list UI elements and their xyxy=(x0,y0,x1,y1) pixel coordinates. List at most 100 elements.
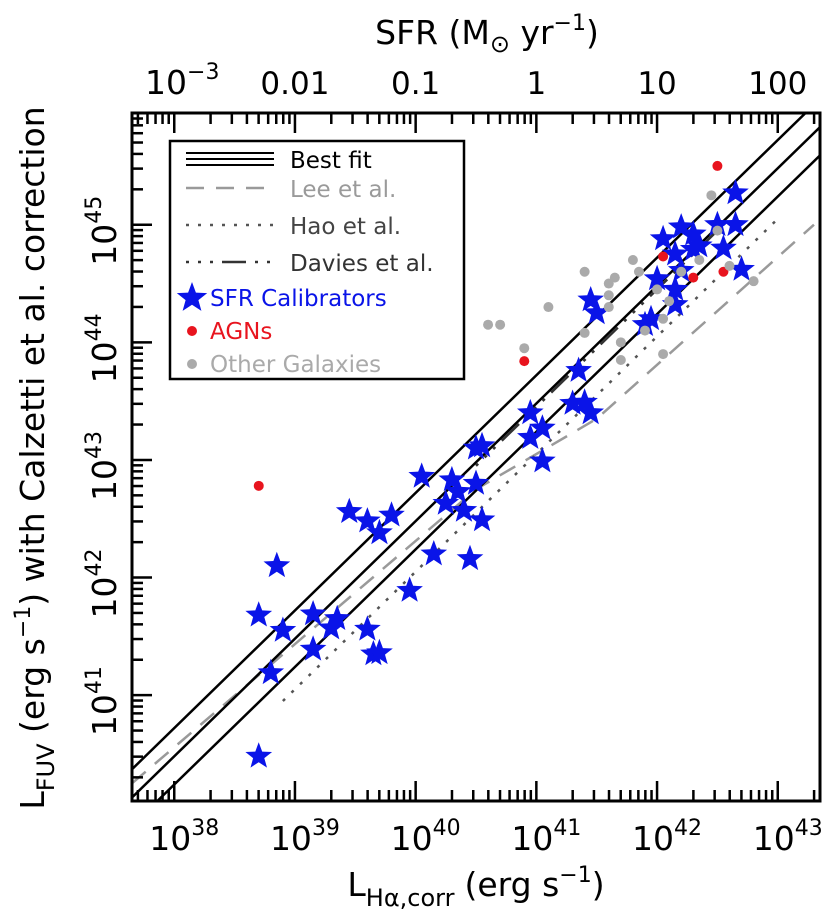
legend: Best fit Lee et al. Hao et al. Davies et… xyxy=(168,139,466,381)
sfr-calibrators-point-3 xyxy=(263,551,291,578)
sfr-calibrators-point-22 xyxy=(450,496,478,522)
sfr-calibrators-point-41 xyxy=(649,224,677,251)
sfr-calibrators-point-48 xyxy=(686,231,713,258)
y-axis-title-main: L xyxy=(13,791,52,810)
other-galaxies-point-0 xyxy=(483,319,494,330)
x-axis-title-exp: −1 xyxy=(559,863,591,888)
top-tick-label-100: 100 xyxy=(748,66,807,102)
legend-box xyxy=(168,139,466,381)
sfr-calibrators-point-4 xyxy=(269,616,297,642)
other-galaxies-point-7 xyxy=(603,290,614,301)
sfr-calibrators-point-50 xyxy=(710,234,737,260)
other-galaxies-point-13 xyxy=(658,349,669,360)
sfr-calibrators-point-24 xyxy=(462,469,490,495)
y-axis-title: LFUV (erg s−1) with Calzetti et al. corr… xyxy=(11,106,60,809)
top-axis-title-unit: yr xyxy=(510,13,554,52)
legend-star-marker xyxy=(176,282,208,311)
top-tick-label-exp: 10−3 xyxy=(145,60,219,102)
sfr-calibrators-point-51 xyxy=(722,179,749,205)
sfr-calibrators-point-9 xyxy=(335,497,363,523)
top-axis-title-exp: −1 xyxy=(554,11,586,36)
other-galaxies-point-12 xyxy=(658,313,669,324)
lee-fit-line xyxy=(132,223,815,785)
sfr-calibrators-point-2 xyxy=(257,658,285,685)
sfr-calibrators-point-29 xyxy=(517,423,544,449)
x-axis-title: LHα,corr (erg s−1) xyxy=(347,863,604,912)
other-galaxies-point-1 xyxy=(495,319,506,330)
sfr-calibrators-point-47 xyxy=(679,220,707,246)
sfr-calibrators-point-33 xyxy=(565,356,592,382)
y-axis-title-unit: (erg s xyxy=(13,638,52,743)
y-tick-label-41: 1041 xyxy=(82,666,124,736)
legend-entry-hao: Hao et al. xyxy=(186,214,401,240)
top-tick-label-10: 10 xyxy=(637,66,676,102)
best-fit-line-3 xyxy=(155,153,820,801)
legend-entry-davies: Davies et al. xyxy=(186,251,434,277)
legend-label-best-fit: Best fit xyxy=(290,148,372,174)
legend-label-lee: Lee et al. xyxy=(290,177,396,203)
y-axis-title-close: ) with Calzetti et al. correction xyxy=(13,106,52,605)
best-fit-line-1 xyxy=(132,113,808,771)
x-axis-title-unit: (erg s xyxy=(464,865,559,904)
legend-entry-best-fit: Best fit xyxy=(186,148,372,174)
sfr-calibrators-point-8 xyxy=(323,604,351,630)
agns-point-4 xyxy=(712,160,723,171)
sfr-calibrators-point-39 xyxy=(637,304,665,331)
sfr-calibrators-point-43 xyxy=(661,275,689,301)
sfr-calibrators-point-1 xyxy=(245,601,273,627)
axis-tick-labels: 1038 1039 1040 1041 1042 1043 1041 1042 1043 1044… xyxy=(82,60,823,858)
sfr-calibrators-point-54 xyxy=(661,240,689,266)
legend-agn-marker xyxy=(187,326,197,336)
plot-frame xyxy=(130,111,822,803)
top-tick-label-1: 1 xyxy=(526,66,546,102)
x-tick-label-42: 1042 xyxy=(632,816,702,858)
other-galaxies-point-10 xyxy=(633,266,644,277)
sfr-calibrators-point-34 xyxy=(571,388,598,414)
sfr-calibrators-point-27 xyxy=(468,505,496,532)
y-tick-label-42: 1042 xyxy=(82,549,124,619)
top-axis-title: SFR (M⊙ yr−1) xyxy=(375,11,599,58)
data-layer xyxy=(132,113,820,801)
other-galaxies-point-15 xyxy=(694,255,705,266)
x-tick-label-41: 1041 xyxy=(511,816,581,858)
y-tick-label-45: 1045 xyxy=(82,196,124,266)
top-tick-label-0.1: 0.1 xyxy=(391,66,440,102)
agns-point-3 xyxy=(688,272,699,283)
davies-fit-line xyxy=(475,217,731,467)
sfr-calibrators-point-23 xyxy=(456,544,484,571)
other-galaxies-point-11 xyxy=(652,284,663,295)
other-galaxies-point-22 xyxy=(664,296,675,307)
sfr-calibrators-point-15 xyxy=(378,501,405,527)
sfr-calibrators-point-37 xyxy=(583,298,610,325)
x-tick-label-43: 1043 xyxy=(753,816,823,858)
legend-entry-agns: AGNs xyxy=(187,319,272,345)
top-axis-title-close: ) xyxy=(586,13,599,52)
agns-point-1 xyxy=(519,356,530,367)
y-tick-label-43: 1043 xyxy=(82,431,124,501)
other-galaxies-point-21 xyxy=(639,325,650,336)
legend-entry-lee: Lee et al. xyxy=(186,177,396,203)
sfr-calibrators-point-11 xyxy=(354,507,381,533)
agns-point-0 xyxy=(253,480,264,491)
x-tick-label-38: 1038 xyxy=(149,816,219,858)
top-axis-title-sub: ⊙ xyxy=(490,30,510,58)
sfr-calibrators-point-19 xyxy=(432,489,460,515)
sfr-calibrators-point-0 xyxy=(245,742,273,768)
sfr-calibrators-point-42 xyxy=(661,290,689,316)
legend-label-hao: Hao et al. xyxy=(290,214,401,240)
sfr-calibrators-point-17 xyxy=(408,462,435,488)
legend-other-marker xyxy=(187,359,197,369)
sfr-calibrators-point-18 xyxy=(420,540,448,566)
x-tick-label-40: 1040 xyxy=(391,816,461,858)
sfr-calibrators-point-10 xyxy=(354,615,381,641)
y-axis-title-exp: −1 xyxy=(11,606,36,638)
sfr-calibrators-point-31 xyxy=(529,447,556,473)
other-galaxies-point-16 xyxy=(706,190,717,201)
sfr-calibrators-point-40 xyxy=(643,264,671,291)
sfr-calibrators-point-52 xyxy=(722,210,749,237)
legend-entry-other-galaxies: Other Galaxies xyxy=(187,352,381,378)
sfr-calibrators-point-14 xyxy=(366,638,393,665)
legend-label-agns: AGNs xyxy=(210,319,272,345)
other-galaxies-point-20 xyxy=(615,337,626,348)
